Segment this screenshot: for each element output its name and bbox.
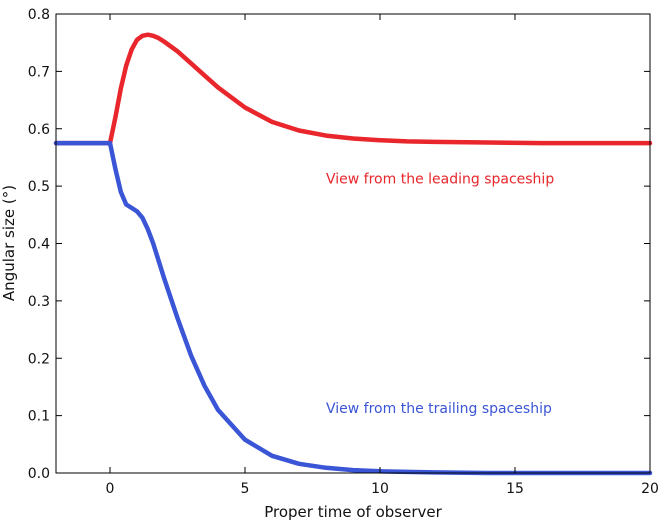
annotation-1: View from the trailing spaceship [326, 401, 552, 417]
series-line-0 [53, 32, 653, 146]
y-tick-label: 0.0 [28, 466, 50, 482]
y-axis: 0.0 0.1 0.2 0.3 0.4 0.5 0.6 0.7 0.8 [28, 7, 650, 482]
x-axis: 0 5 10 15 20 [106, 14, 659, 497]
x-tick-label: 10 [371, 481, 389, 497]
x-tick-label: 15 [506, 481, 524, 497]
x-tick-label: 0 [106, 481, 115, 497]
y-tick-label: 0.7 [28, 64, 50, 80]
y-tick-label: 0.6 [28, 122, 50, 138]
series-line-1 [53, 140, 653, 476]
y-tick-label: 0.4 [28, 237, 50, 253]
series-layer [53, 32, 653, 476]
x-tick-label: 5 [241, 481, 250, 497]
annotation-0: View from the leading spaceship [326, 171, 554, 187]
y-tick-label: 0.1 [28, 409, 50, 425]
y-tick-label: 0.8 [28, 7, 50, 23]
y-tick-label: 0.3 [28, 294, 50, 310]
annotations: View from the leading spaceship View from… [326, 171, 554, 417]
x-tick-label: 20 [641, 481, 659, 497]
y-tick-label: 0.5 [28, 179, 50, 195]
y-axis-label: Angular size (°) [0, 185, 18, 301]
x-axis-label: Proper time of observer [264, 503, 442, 521]
y-tick-label: 0.2 [28, 351, 50, 367]
